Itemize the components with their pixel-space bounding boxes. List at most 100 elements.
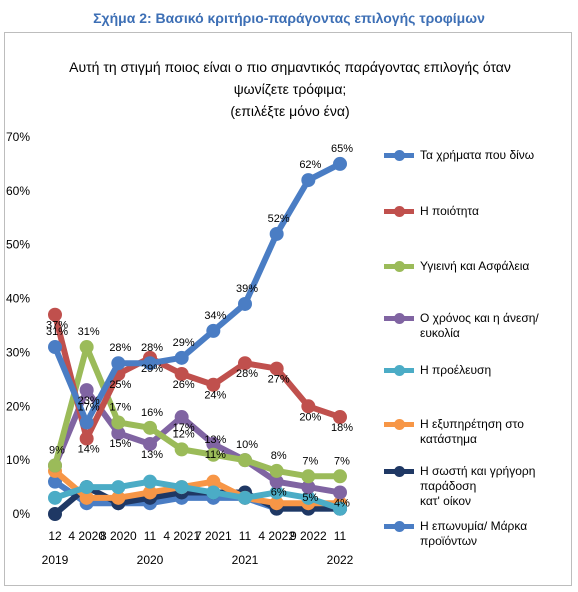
legend-label: Υγιεινή και Ασφάλεια (420, 259, 529, 274)
series-line (52, 467, 343, 507)
data-point (269, 361, 284, 376)
data-label: 25% (109, 379, 131, 391)
data-point (48, 458, 62, 473)
data-label: 27% (268, 374, 290, 386)
x-tick-label: 11 (144, 529, 157, 543)
data-point (206, 377, 221, 392)
y-tick-label: 60% (6, 184, 30, 198)
data-point (174, 366, 189, 381)
data-point (79, 340, 94, 355)
y-tick-label: 10% (6, 453, 30, 467)
x-tick-label: 4 2020 (68, 529, 105, 543)
figure-title: Σχήμα 2: Βασικό κριτήριο-παράγοντας επιλ… (93, 10, 485, 26)
x-tick-label: 2022 (327, 553, 354, 567)
legend-item: Η επωνυμία/ Μάρκα προϊόντων (384, 519, 570, 549)
data-label: 4% (334, 497, 350, 509)
legend-label-line: Η προέλευση (420, 363, 492, 377)
data-point (301, 490, 316, 505)
legend-marker-icon (384, 417, 414, 431)
data-point (238, 453, 252, 468)
x-tick-label: 11 (334, 529, 347, 543)
legend-item: Τα χρήματα που δίνω (384, 148, 570, 163)
data-label: 65% (331, 143, 353, 155)
data-point (79, 480, 94, 495)
x-tick-label: 11 (239, 529, 252, 543)
series-3 (48, 340, 347, 484)
data-point (333, 156, 347, 171)
data-point (206, 323, 221, 338)
data-label: 29% (141, 363, 163, 375)
data-point (111, 426, 126, 441)
data-point (48, 490, 62, 505)
legend-item: Η ποιότητα (384, 204, 570, 219)
legend-label: Ο χρόνος και η άνεση/ευκολία (420, 311, 570, 341)
data-point (48, 507, 62, 521)
data-point (143, 356, 157, 371)
legend-marker-icon (384, 148, 414, 162)
data-label: 18% (331, 422, 353, 434)
data-label: 17% (78, 401, 100, 413)
y-axis: 0% 10% 20% 30% 40% 50% 60% 70% (6, 130, 30, 521)
y-tick-label: 40% (6, 292, 30, 306)
data-label: 29% (173, 337, 195, 349)
data-point (143, 474, 157, 489)
data-label: 20% (299, 411, 321, 423)
data-label: 31% (46, 326, 68, 338)
data-label: 11% (205, 449, 226, 461)
data-point (269, 226, 284, 241)
legend-item: Υγιεινή και Ασφάλεια (384, 259, 570, 274)
data-point (206, 474, 221, 489)
x-tick-label: 12 (48, 529, 62, 543)
data-label: 9% (49, 445, 65, 457)
data-point (333, 469, 347, 484)
data-point (206, 485, 221, 500)
data-label: 37% (46, 320, 68, 332)
data-point (79, 415, 94, 430)
data-label: 28% (236, 368, 258, 380)
data-point (206, 447, 221, 462)
data-label: 8% (271, 450, 287, 462)
data-point (174, 480, 189, 495)
data-label: 16% (141, 407, 163, 419)
data-label: 13% (141, 449, 163, 461)
data-point (301, 480, 316, 495)
legend-label-line: Η ποιότητα (420, 204, 479, 218)
legend-label-line: Ο χρόνος και η άνεση/ευκολία (420, 311, 539, 340)
data-label: 26% (173, 379, 195, 391)
x-tick-label: 4 2021 (163, 529, 200, 543)
data-point (238, 356, 252, 371)
legend-item: Η σωστή και γρήγορη παράδοση κατ' οίκον (384, 464, 570, 509)
data-label: 62% (299, 159, 321, 171)
data-point (333, 410, 347, 425)
data-point (301, 469, 316, 484)
legend-label: Η προέλευση (420, 363, 491, 378)
series-line (52, 344, 343, 480)
data-point (333, 501, 347, 516)
series-layer (48, 156, 347, 521)
data-label: 24% (204, 390, 226, 402)
data-point (238, 490, 252, 505)
legend-item: Η εξυπηρέτηση στο κατάστημα (384, 417, 570, 447)
data-label: 34% (204, 310, 226, 322)
data-point (111, 356, 126, 371)
data-point (301, 399, 316, 414)
data-point (111, 415, 126, 430)
legend-item: Η προέλευση (384, 363, 570, 378)
data-label: 5% (302, 492, 318, 504)
legend-marker-icon (384, 519, 414, 533)
data-label: 17% (173, 422, 195, 434)
legend-item: Ο χρόνος και η άνεση/ευκολία (384, 311, 570, 341)
legend-label: Η ποιότητα (420, 204, 479, 219)
data-point (79, 490, 94, 505)
y-tick-label: 20% (6, 399, 30, 413)
data-point (143, 420, 157, 435)
legend-label-line: Η επωνυμία/ Μάρκα προϊόντων (420, 519, 528, 548)
data-label: 10% (236, 439, 258, 451)
data-point (79, 383, 94, 398)
series-line (52, 478, 343, 512)
data-point (333, 485, 347, 500)
data-point (301, 173, 316, 188)
data-point (238, 296, 252, 311)
x-tick-label: 2021 (232, 553, 259, 567)
